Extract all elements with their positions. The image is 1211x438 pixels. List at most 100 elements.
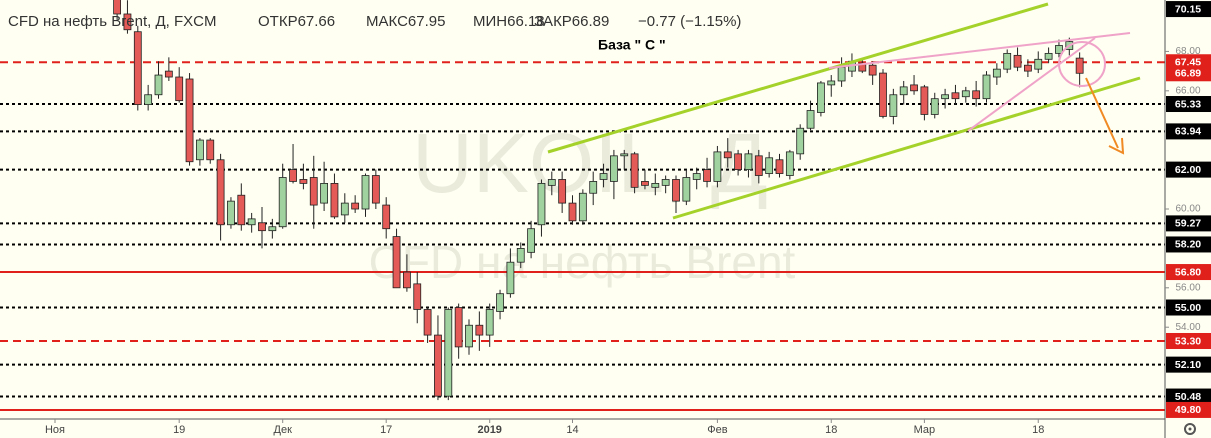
candle-body bbox=[485, 309, 494, 336]
candle-body bbox=[392, 236, 401, 289]
level-label-box bbox=[1166, 123, 1211, 140]
candle-body bbox=[185, 78, 194, 163]
candle-body bbox=[817, 82, 825, 113]
candle-body bbox=[154, 74, 163, 96]
low-text: МИН66.18 bbox=[473, 13, 545, 30]
level-label: 56.80 bbox=[1175, 266, 1201, 278]
candle-body bbox=[133, 31, 142, 106]
level-label: 62.00 bbox=[1175, 164, 1201, 176]
candle-body bbox=[672, 179, 680, 202]
candle-body bbox=[837, 66, 846, 82]
candle-body bbox=[289, 169, 297, 182]
level-label: 49.80 bbox=[1175, 404, 1201, 416]
candle-body bbox=[682, 177, 691, 202]
drawings bbox=[547, 2, 1141, 220]
candle-body bbox=[320, 182, 329, 204]
level-label-box bbox=[1166, 401, 1211, 418]
candle-body bbox=[703, 169, 711, 182]
change-text: −0.77 (−1.15%) bbox=[638, 13, 741, 30]
candle-body bbox=[113, 0, 121, 15]
x-tick-label: Дек bbox=[274, 424, 293, 436]
level-label-box bbox=[1166, 264, 1211, 281]
x-tick-label: 19 bbox=[173, 424, 185, 436]
level-label: 52.10 bbox=[1175, 359, 1201, 371]
close-text: ЗАКР66.89 bbox=[534, 13, 609, 30]
candle-body bbox=[723, 151, 732, 159]
level-label: 65.33 bbox=[1175, 98, 1201, 110]
x-tick-label: 2019 bbox=[477, 424, 501, 436]
candle-body bbox=[340, 202, 349, 216]
candle-body bbox=[610, 155, 618, 182]
arrow-line bbox=[1085, 77, 1119, 149]
candle-body bbox=[164, 70, 173, 78]
candle-body bbox=[309, 177, 318, 206]
candles bbox=[113, 0, 1084, 401]
candle-body bbox=[1075, 57, 1084, 74]
candle-body bbox=[796, 127, 805, 155]
candle-body bbox=[496, 293, 504, 312]
candle-body bbox=[465, 324, 473, 348]
candle-body bbox=[558, 179, 567, 204]
y-tick-label: 56.00 bbox=[1175, 282, 1200, 293]
candle-body bbox=[889, 94, 898, 117]
candle-body bbox=[941, 94, 949, 100]
candle-body bbox=[506, 261, 515, 295]
level-label-box bbox=[1166, 96, 1211, 113]
level-label-box bbox=[1166, 356, 1211, 373]
candle-body bbox=[765, 157, 774, 174]
gear-center[interactable] bbox=[1188, 427, 1192, 431]
candle-body bbox=[744, 153, 753, 171]
open-text: ОТКР67.66 bbox=[258, 13, 335, 30]
level-label-box bbox=[1166, 332, 1211, 349]
candle-body bbox=[382, 204, 391, 230]
candle-body bbox=[361, 175, 370, 210]
candle-body bbox=[620, 153, 629, 157]
candle-body bbox=[1013, 54, 1022, 68]
candle-body bbox=[247, 218, 256, 226]
candle-body bbox=[713, 151, 722, 182]
candle-body bbox=[930, 98, 939, 115]
candle-body bbox=[982, 74, 991, 100]
level-label: 70.15 bbox=[1175, 3, 1201, 15]
level-label-box bbox=[1166, 161, 1211, 178]
candle-body bbox=[454, 307, 463, 348]
candle-body bbox=[775, 159, 784, 174]
candle-body bbox=[641, 181, 649, 186]
level-label-box bbox=[1166, 299, 1211, 316]
x-tick-label: Фев bbox=[707, 424, 727, 436]
gear[interactable] bbox=[1184, 423, 1196, 435]
y-tick-label: 66.00 bbox=[1175, 85, 1200, 96]
candle-body bbox=[371, 175, 380, 204]
level-label: 63.94 bbox=[1175, 126, 1201, 138]
candle-body bbox=[1044, 52, 1053, 60]
level-label: 59.27 bbox=[1175, 218, 1201, 230]
candle-body bbox=[661, 179, 670, 186]
candle-body bbox=[475, 324, 484, 336]
axes: 68.0066.0060.0056.0054.0070.1567.4565.33… bbox=[45, 1, 1211, 436]
candle-body bbox=[910, 84, 918, 92]
candle-body bbox=[692, 173, 701, 180]
wedge-top bbox=[828, 32, 1131, 69]
y-tick-label: 60.00 bbox=[1175, 204, 1200, 215]
candle-body bbox=[972, 90, 981, 100]
annotation: База " С " bbox=[598, 37, 666, 53]
candle-body bbox=[268, 226, 277, 232]
level-label: 53.30 bbox=[1175, 335, 1201, 347]
candle-body bbox=[879, 72, 887, 117]
settings-icon[interactable] bbox=[1184, 423, 1196, 435]
level-label: 55.00 bbox=[1175, 302, 1201, 314]
y-tick-label: 54.00 bbox=[1175, 322, 1200, 333]
level-label-box bbox=[1166, 215, 1211, 232]
candle-body bbox=[578, 192, 587, 222]
candle-body bbox=[1003, 52, 1012, 70]
x-tick-label: 14 bbox=[566, 424, 578, 436]
level-label: 50.48 bbox=[1175, 391, 1201, 403]
candle-body bbox=[330, 182, 339, 218]
arrow-head bbox=[1108, 137, 1125, 155]
candle-body bbox=[144, 94, 153, 106]
candle-body bbox=[299, 179, 308, 184]
candle-body bbox=[227, 200, 235, 226]
candle-body bbox=[961, 90, 970, 98]
candle-body bbox=[1055, 45, 1063, 54]
